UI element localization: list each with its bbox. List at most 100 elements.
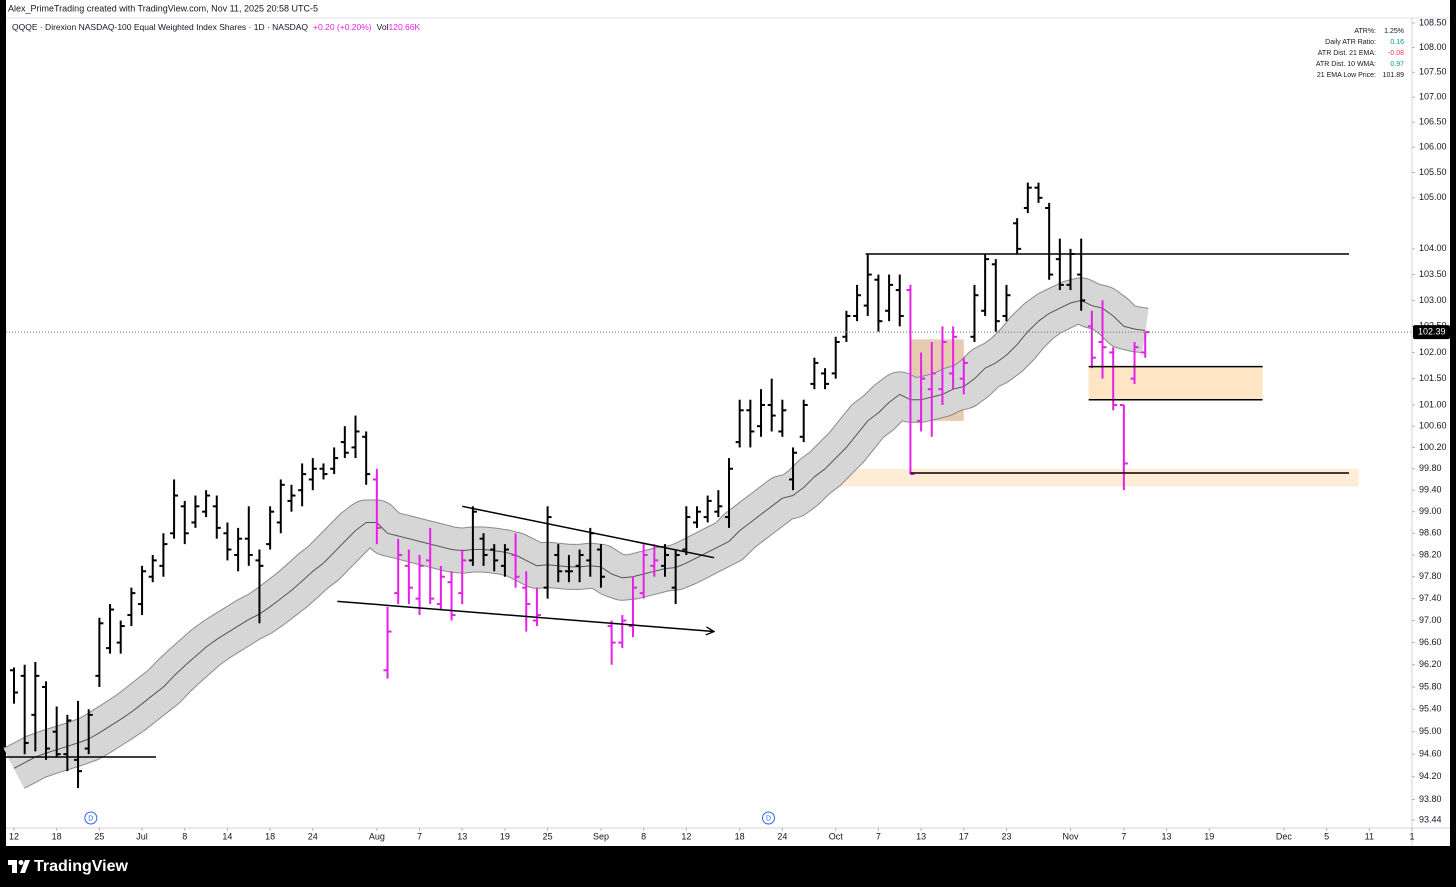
x-tick-label: 18 (265, 831, 275, 841)
x-tick-label: 11 (1365, 831, 1374, 841)
x-tick-label: 24 (777, 831, 787, 841)
y-tick-label: 95.80 (1419, 681, 1442, 691)
x-tick-label: 23 (1001, 831, 1011, 841)
y-tick-label: 97.40 (1419, 593, 1442, 603)
last-price-label: 102.39 (1418, 326, 1446, 336)
event-label: D (88, 815, 93, 822)
y-tick-label: 98.20 (1419, 549, 1442, 559)
event-marker (761, 811, 775, 825)
x-tick-label: Dec (1276, 831, 1293, 841)
info-value: 101.89 (1383, 72, 1405, 79)
vol-value: 120.66K (388, 22, 420, 32)
y-tick-label: 102.00 (1419, 347, 1447, 357)
x-tick-label: 5 (1324, 831, 1329, 841)
x-tick-label: Nov (1062, 831, 1079, 841)
y-tick-label: 108.50 (1419, 17, 1447, 27)
x-tick-label: 18 (52, 831, 62, 841)
trend-line (337, 600, 714, 631)
event-label: D (766, 815, 771, 822)
y-tick-label: 96.20 (1419, 659, 1442, 669)
info-bg (1318, 26, 1410, 82)
x-tick-label: 13 (457, 831, 467, 841)
y-tick-label: 97.80 (1419, 571, 1442, 581)
y-tick-label: 99.80 (1419, 463, 1442, 473)
x-tick-label: 25 (543, 831, 553, 841)
y-tick-label: 106.50 (1419, 117, 1447, 127)
x-tick-label: 19 (1204, 831, 1214, 841)
x-tick-label: 1 (1409, 831, 1414, 841)
y-tick-label: 103.00 (1419, 295, 1447, 305)
y-tick-label: 97.00 (1419, 615, 1442, 625)
info-label: Daily ATR Ratio: (1325, 39, 1376, 46)
x-tick-label: Jul (136, 831, 148, 841)
x-tick-label: 12 (9, 831, 19, 841)
x-tick-label: 13 (1162, 831, 1172, 841)
y-tick-label: 104.00 (1419, 243, 1447, 253)
y-tick-label: 93.80 (1419, 794, 1442, 804)
y-tick-label: 95.40 (1419, 704, 1442, 714)
event-marker (84, 811, 98, 825)
zone (1088, 366, 1263, 400)
info-value: 0.97 (1390, 61, 1404, 68)
x-tick-label: 17 (959, 831, 969, 841)
x-tick-label: 8 (182, 831, 187, 841)
y-tick-label: 105.50 (1419, 167, 1447, 177)
y-tick-label: 101.00 (1419, 399, 1447, 409)
y-tick-label: 108.00 (1419, 42, 1447, 52)
y-tick-label: 107.50 (1419, 67, 1447, 77)
info-value: 1.25% (1384, 28, 1404, 35)
x-tick-label: Oct (829, 831, 844, 841)
x-tick-label: 7 (417, 831, 422, 841)
brand-name: TradingView (34, 858, 129, 875)
logo-slash (20, 860, 30, 873)
y-tick-label: 95.00 (1419, 726, 1442, 736)
info-table: ATR%: 1.25% Daily ATR Ratio: 0.16 ATR Dist. … (1316, 26, 1410, 82)
info-value: 0.16 (1390, 39, 1404, 46)
y-tick-label: 99.00 (1419, 506, 1442, 516)
info-label: ATR%: (1354, 28, 1376, 35)
symbol: QQQE · Direxion NASDAQ-100 Equal Weighte… (12, 22, 308, 32)
y-tick-label: 94.20 (1419, 771, 1442, 781)
info-value: -0.08 (1388, 50, 1404, 57)
y-tick-label: 98.60 (1419, 528, 1442, 538)
y-tick-label: 106.00 (1419, 142, 1447, 152)
credit: Alex_PrimeTrading created with TradingVi… (8, 3, 318, 13)
x-tick-label: 7 (1121, 831, 1126, 841)
x-tick-label: 24 (308, 831, 318, 841)
vol-label: Vol (377, 22, 389, 32)
x-tick-label: 25 (94, 831, 104, 841)
x-tick-label: 19 (500, 831, 510, 841)
trend-line (462, 505, 715, 559)
canvas (6, 0, 1450, 846)
y-tick-label: 100.20 (1419, 442, 1447, 452)
x-tick-label: 13 (916, 831, 926, 841)
y-tick-label: 105.00 (1419, 192, 1447, 202)
x-tick-label: 8 (641, 831, 646, 841)
x-tick-label: 14 (222, 831, 232, 841)
x-tick-label: 18 (735, 831, 745, 841)
y-tick-label: 103.50 (1419, 269, 1447, 279)
logo-stem (12, 860, 17, 873)
legend: QQQE · Direxion NASDAQ-100 Equal Weighte… (12, 22, 420, 32)
y-tick-label: 94.60 (1419, 749, 1442, 759)
y-tick-label: 107.00 (1419, 92, 1447, 102)
y-tick-label: 100.60 (1419, 421, 1447, 431)
info-label: ATR Dist. 21 EMA: (1318, 50, 1376, 57)
zone (789, 468, 1359, 487)
last-price-box (1413, 325, 1450, 340)
info-label: ATR Dist. 10 WMA: (1316, 61, 1376, 68)
logo-dot (18, 860, 24, 865)
y-tick-label: 96.60 (1419, 637, 1442, 647)
x-tick-label: Aug (369, 831, 385, 841)
x-tick-label: 12 (681, 831, 691, 841)
change: +0.20 (+0.20%) (313, 22, 372, 32)
info-label: 21 EMA Low Price: (1317, 72, 1376, 79)
x-tick-label: Sep (593, 831, 609, 841)
brand: TradingView (8, 858, 129, 875)
x-tick-label: 7 (876, 831, 881, 841)
y-tick-label: 93.44 (1419, 814, 1442, 824)
y-tick-label: 101.50 (1419, 373, 1447, 383)
y-tick-label: 99.40 (1419, 485, 1442, 495)
